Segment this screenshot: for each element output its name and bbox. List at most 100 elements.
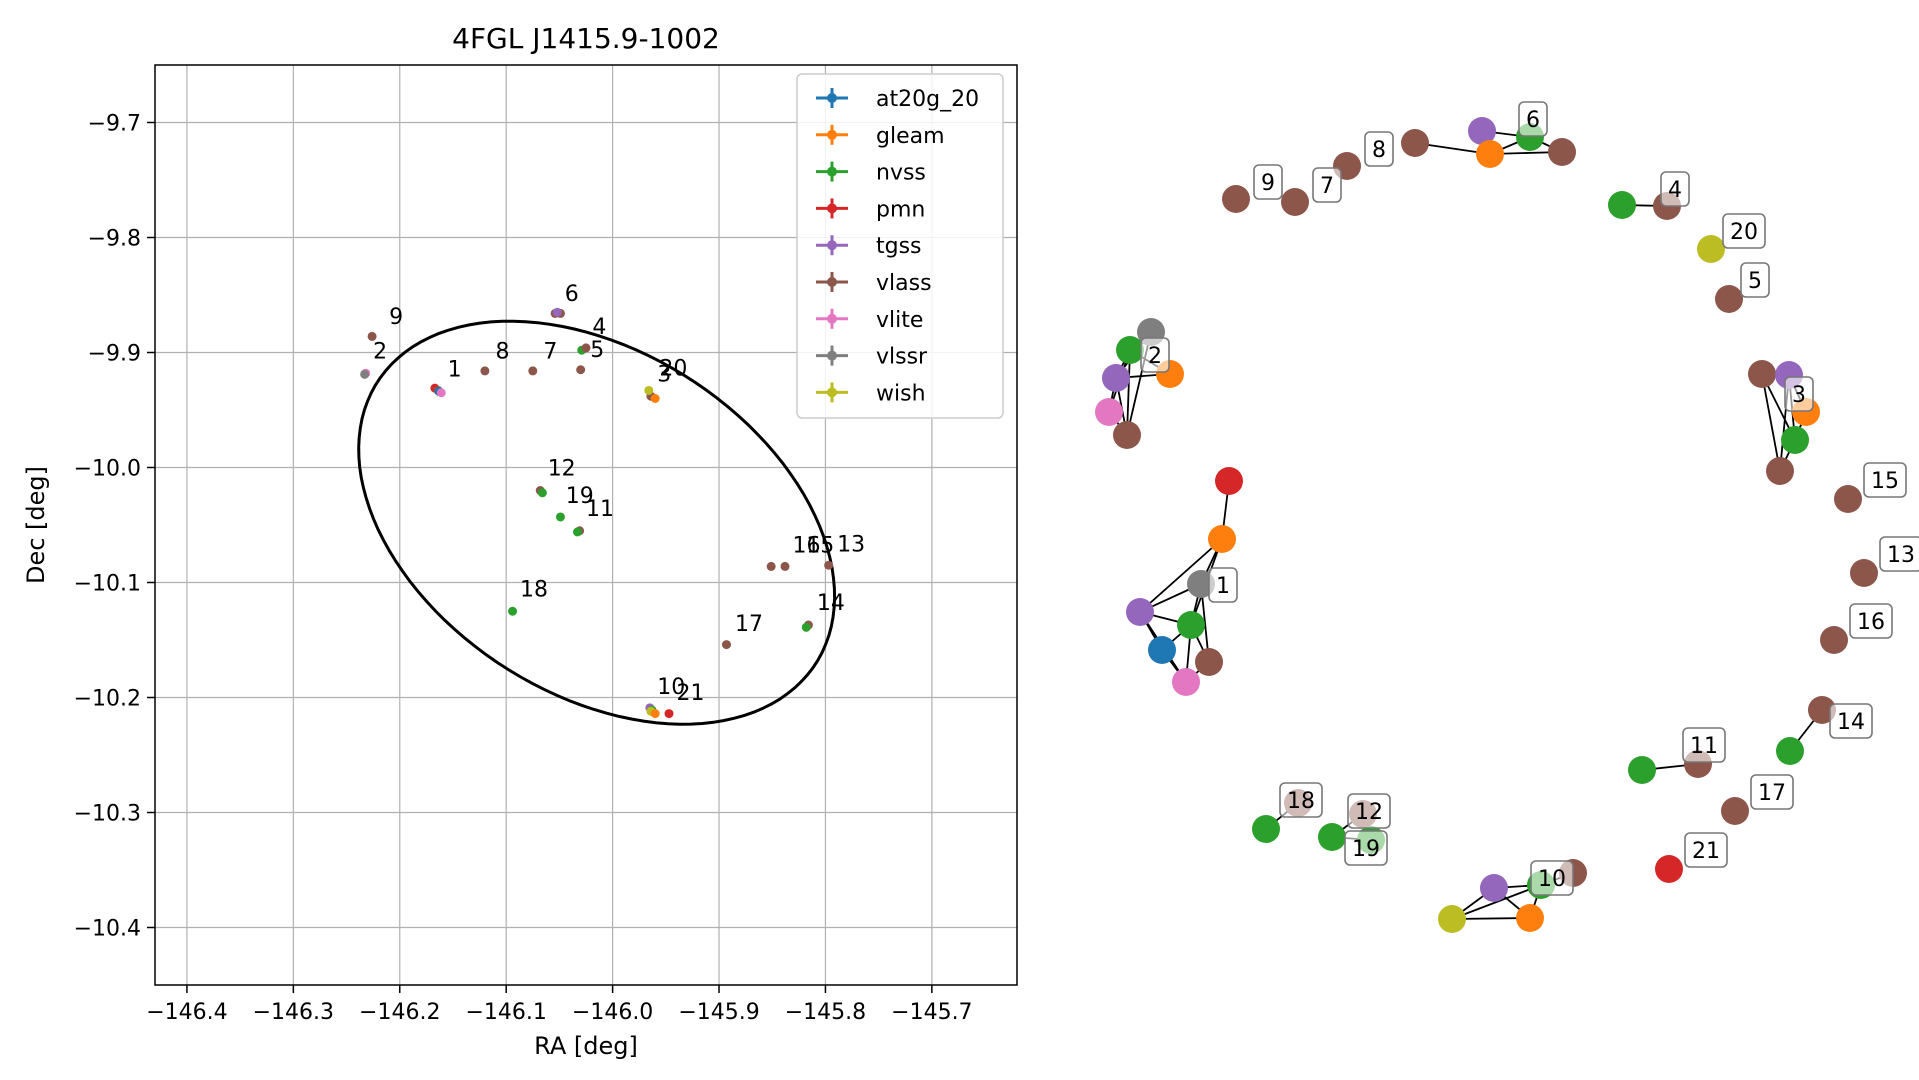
- network-node-label: 18: [1280, 783, 1322, 817]
- y-tick-label: −10.0: [74, 457, 141, 482]
- network-node-wish: [1697, 235, 1725, 263]
- point-annotation: 18: [520, 577, 548, 602]
- point-annotation: 15: [806, 534, 834, 559]
- point-annotation: 21: [676, 681, 704, 706]
- network-node-gleam: [1208, 525, 1236, 553]
- point-annotation: 5: [590, 338, 604, 363]
- legend-label-vlass: vlass: [876, 271, 932, 296]
- label-text: 21: [1692, 839, 1720, 864]
- data-point-nvss: [802, 623, 811, 632]
- network-node-pmn: [1215, 467, 1243, 495]
- legend-marker-dot: [827, 240, 837, 250]
- label-text: 17: [1758, 781, 1786, 806]
- network-node-vlass: [1548, 138, 1576, 166]
- point-annotation: 4: [592, 315, 606, 340]
- label-text: 15: [1871, 469, 1899, 494]
- y-tick-label: −10.1: [74, 572, 141, 597]
- data-point-vlass: [767, 562, 776, 571]
- x-tick-label: −146.1: [465, 1000, 546, 1025]
- point-annotation: 13: [837, 532, 865, 557]
- label-text: 18: [1287, 789, 1315, 814]
- network-node-label: 7: [1313, 168, 1341, 202]
- network-edge: [1762, 374, 1780, 471]
- network-node-tgss: [1102, 364, 1130, 392]
- network-node-vlass: [1834, 485, 1862, 513]
- data-point-wish: [644, 386, 653, 395]
- network-node-nvss: [1318, 823, 1346, 851]
- crossmatch-network: 9 7 8 6 4 20 5 2 3 15 13 16 1 14 11 17 21 18 12 19 10: [1095, 102, 1919, 933]
- network-node-label: 17: [1751, 775, 1793, 809]
- data-point-vlass: [582, 343, 591, 352]
- network-node-vlass: [1820, 626, 1848, 654]
- label-text: 10: [1538, 867, 1566, 892]
- network-node-label: 13: [1880, 537, 1919, 571]
- network-node-label: 9: [1254, 165, 1282, 199]
- point-annotation: 14: [817, 591, 845, 616]
- network-node-nvss: [1177, 611, 1205, 639]
- network-node-vlass: [1113, 421, 1141, 449]
- legend-marker-dot: [827, 387, 837, 397]
- y-tick-label: −10.4: [74, 917, 141, 942]
- legend-label-gleam: gleam: [876, 124, 945, 149]
- label-text: 4: [1668, 178, 1682, 203]
- network-node-vlite: [1095, 398, 1123, 426]
- data-point-gleam: [651, 709, 660, 718]
- data-point-gleam: [651, 394, 660, 403]
- data-point-vlssr: [360, 370, 369, 379]
- figure: 4FGL J1415.9-1002 −146.4 −146.3 −146.2 −146…: [0, 0, 1919, 1080]
- network-node-label: 12: [1348, 794, 1390, 828]
- x-axis-label: RA [deg]: [534, 1032, 638, 1060]
- label-text: 12: [1355, 800, 1383, 825]
- network-node-vlass: [1715, 285, 1743, 313]
- y-axis-label: Dec [deg]: [22, 466, 50, 584]
- network-node-vlass: [1748, 360, 1776, 388]
- network-node-label: 6: [1519, 102, 1547, 136]
- x-tick-label: −146.2: [359, 1000, 440, 1025]
- label-text: 5: [1748, 269, 1762, 294]
- label-text: 3: [1792, 383, 1806, 408]
- legend-marker-dot: [827, 314, 837, 324]
- y-tick-label: −9.7: [88, 112, 141, 137]
- network-node-label: 1: [1209, 568, 1237, 602]
- network-node-wish: [1438, 905, 1466, 933]
- data-point-vlite: [437, 388, 446, 397]
- network-node-nvss: [1252, 815, 1280, 843]
- network-node-vlass: [1850, 559, 1878, 587]
- legend: at20g_20gleamnvsspmntgssvlassvlitevlssrw…: [797, 74, 1003, 418]
- network-node-vlass: [1281, 188, 1309, 216]
- legend-marker-dot: [827, 277, 837, 287]
- network-node-gleam: [1476, 140, 1504, 168]
- data-point-pmn: [665, 709, 674, 718]
- point-annotation: 1: [448, 358, 462, 383]
- sky-scatter-plot: 4FGL J1415.9-1002 −146.4 −146.3 −146.2 −146…: [22, 22, 1017, 1060]
- y-tick-label: −9.8: [88, 227, 141, 252]
- legend-marker-dot: [827, 167, 837, 177]
- network-node-label: 19: [1345, 831, 1387, 865]
- label-text: 14: [1837, 710, 1865, 735]
- network-node-nvss: [1781, 426, 1809, 454]
- label-text: 19: [1352, 837, 1380, 862]
- point-annotation: 2: [373, 339, 387, 364]
- label-text: 1: [1216, 574, 1230, 599]
- y-tick-label: −9.9: [88, 342, 141, 367]
- y-axis-ticks: −9.7 −9.8 −9.9 −10.0 −10.1 −10.2 −10.3 −10.4: [74, 112, 155, 942]
- data-point-vlass: [824, 561, 833, 570]
- network-node-label: 11: [1683, 728, 1725, 762]
- network-node-label: 14: [1830, 704, 1872, 738]
- network-node-vlite: [1172, 668, 1200, 696]
- point-annotation: 8: [496, 339, 510, 364]
- data-point-vlass: [781, 562, 790, 571]
- y-tick-label: −10.3: [74, 802, 141, 827]
- network-node-gleam: [1516, 904, 1544, 932]
- legend-label-wish: wish: [876, 381, 926, 406]
- network-node-pmn: [1655, 855, 1683, 883]
- legend-label-tgss: tgss: [876, 234, 922, 259]
- network-labels: 9 78642052315131611411172118 121910: [1141, 102, 1919, 895]
- legend-marker-dot: [827, 351, 837, 361]
- point-annotation: 9: [389, 305, 403, 330]
- legend-marker-dot: [827, 130, 837, 140]
- point-annotation: 17: [735, 612, 763, 637]
- y-tick-label: −10.2: [74, 687, 141, 712]
- network-node-vlass: [1721, 797, 1749, 825]
